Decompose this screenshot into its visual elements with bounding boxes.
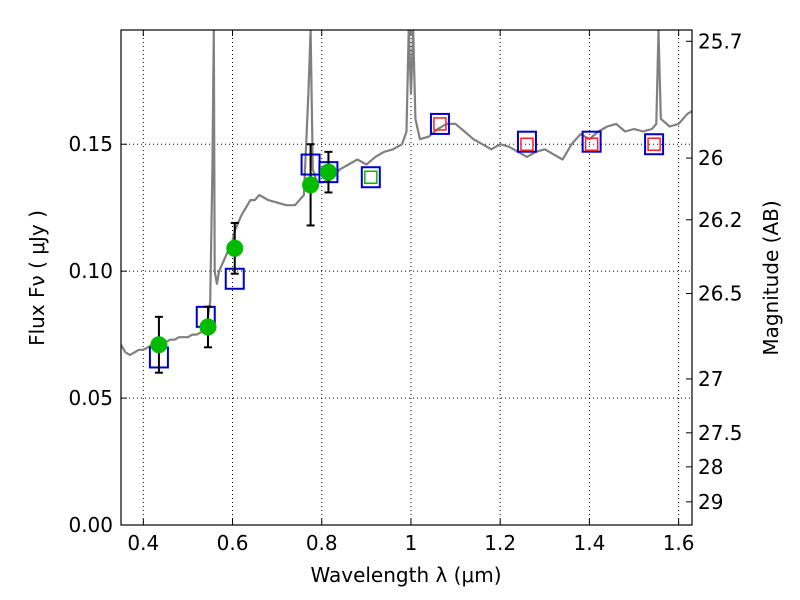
y-axis-title: Flux Fν ( μJy ) [25, 210, 49, 346]
x-tick-label: 1 [405, 531, 418, 555]
y-tick-label: 0.05 [68, 386, 113, 410]
observed-point [319, 163, 337, 181]
observed-point [199, 318, 217, 336]
small-square-marker [520, 137, 534, 151]
x-tick-label: 1.6 [663, 531, 695, 555]
right-axis-title: Magnitude (AB) [759, 200, 783, 355]
model-photometry-square [581, 130, 602, 153]
right-tick-label: 25.7 [698, 29, 743, 53]
model-photometry-square [429, 112, 450, 135]
observed-point [150, 336, 168, 354]
y-tick-label: 0.15 [68, 132, 113, 156]
small-square-marker [433, 117, 447, 131]
observed-point [302, 176, 320, 194]
grid-lines [121, 30, 692, 525]
x-tick-label: 1.2 [484, 531, 516, 555]
x-tick-label: 1.4 [573, 531, 605, 555]
y-tick-label: 0.10 [68, 259, 113, 283]
small-square-marker [647, 137, 661, 151]
small-square-marker [584, 137, 599, 151]
x-tick-label: 0.4 [127, 531, 159, 555]
observed-point [226, 239, 244, 257]
x-tick-label: 0.8 [306, 531, 338, 555]
right-tick-label: 27.5 [698, 421, 743, 445]
plot-frame [120, 29, 693, 526]
x-tick-label: 0.6 [217, 531, 249, 555]
markers-layer [148, 112, 665, 374]
model-photometry-square [644, 133, 665, 156]
right-tick-label: 26.5 [698, 281, 743, 305]
x-axis-title: Wavelength λ (μm) [310, 563, 501, 587]
right-tick-label: 27 [698, 367, 723, 391]
small-square-marker [364, 170, 378, 184]
right-tick-label: 29 [698, 490, 723, 514]
right-tick-label: 26 [698, 146, 723, 170]
y-tick-label: 0.00 [68, 513, 113, 537]
ticks-layer: 0.4 0.6 0.8 1 1.2 1.4 1.6 0.00 0.05 0.10 0.15 25.7 2… [68, 29, 742, 555]
right-tick-label: 26.2 [698, 208, 743, 232]
model-photometry-square [516, 130, 537, 153]
model-photometry-square [360, 166, 381, 189]
right-tick-label: 28 [698, 455, 723, 479]
